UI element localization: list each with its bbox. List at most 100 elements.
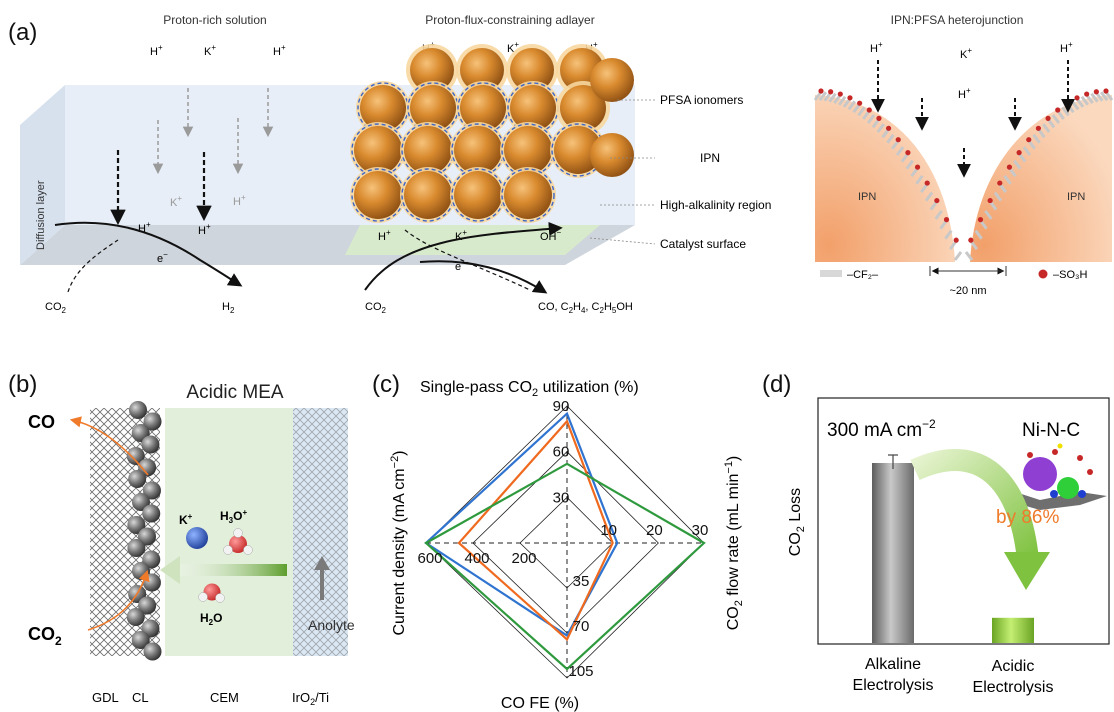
products-label: CO, C2H4, C2H5OH	[538, 301, 633, 315]
so3h-group	[987, 197, 993, 204]
panel-a-letter: (a)	[8, 19, 37, 46]
radar-tick-label: 200	[511, 550, 536, 567]
cf2-chain	[924, 191, 934, 202]
so3h-group	[1045, 115, 1051, 121]
ipn-left-particle	[815, 95, 955, 262]
cat-alkaline-2: Electrolysis	[853, 677, 934, 694]
so3h-group	[1093, 89, 1099, 95]
callout-pfsa: PFSA ionomers	[660, 93, 743, 107]
so3h-group	[857, 100, 863, 106]
h3o-molecule	[223, 528, 253, 555]
cf2-chain	[934, 210, 943, 220]
cf2-chain	[857, 106, 866, 117]
ipn-sphere	[410, 48, 454, 92]
radar-title: Single-pass CO2 utilization (%)	[420, 379, 639, 399]
h2-evolution-arrow	[54, 221, 243, 287]
cat-alkaline-1: Alkaline	[865, 656, 921, 673]
ipn-sphere	[360, 85, 406, 131]
ipn-label-right: IPN	[1067, 191, 1085, 203]
so3h-group	[837, 91, 843, 97]
cf2-chain	[1003, 175, 1012, 185]
so3h-group	[905, 150, 911, 156]
bar-ylabel: CO2 Loss	[787, 488, 807, 556]
so3h-group	[1035, 125, 1042, 131]
ion-h-faded: H+	[233, 193, 246, 208]
ipn-sphere	[460, 85, 506, 131]
ipn-label-left: IPN	[858, 191, 876, 203]
cf2-chain	[886, 133, 895, 144]
label-gdl: GDL	[92, 690, 119, 705]
iro2-ti-mesh	[293, 408, 348, 656]
co-label: CO	[28, 412, 55, 432]
radar-tick-label: 600	[417, 550, 442, 567]
label-cem: CEM	[210, 690, 239, 705]
ipn-sphere	[510, 85, 556, 131]
so3h-group	[924, 180, 930, 186]
slab-side-face	[20, 85, 65, 265]
ipn-sphere	[510, 48, 554, 92]
callout-catalyst: Catalyst surface	[660, 237, 746, 251]
ion-k-4: K+	[960, 46, 972, 61]
panel-d-letter: (d)	[762, 371, 791, 398]
reduction-arrow	[910, 449, 1039, 562]
so3h-group	[1055, 107, 1061, 113]
co-product-arrow	[419, 260, 548, 294]
so3h-group	[876, 115, 882, 121]
so3h-group	[943, 217, 950, 223]
so3h-group	[934, 197, 940, 204]
ion-h-9: H+	[1060, 40, 1073, 55]
so3h-group	[847, 95, 853, 101]
catalyst-particle	[126, 447, 145, 465]
so3h-group	[885, 125, 892, 131]
cf2-chain	[964, 251, 974, 261]
ion-h-2: H+	[273, 43, 286, 58]
cf2-chain	[974, 229, 983, 240]
panel-a: (a) Proton-rich solution Proton-flux-con…	[8, 13, 1114, 315]
oh-arrow	[364, 221, 563, 291]
catalyst-particle	[131, 631, 150, 649]
legend-distance: ~20 nm	[950, 285, 987, 297]
cf2-chain	[828, 92, 837, 103]
cem-layer	[165, 408, 293, 656]
reduction-label: by 86%	[996, 507, 1059, 528]
header-heterojunction: IPN:PFSA heterojunction	[891, 13, 1024, 27]
radar-tick-label: 30	[692, 522, 709, 539]
panel-b: (b) Acidic MEA CO CO2 Anolyte K+ H3O+	[8, 371, 355, 707]
h2o-label: H2O	[200, 611, 222, 627]
ipn-sphere	[554, 126, 602, 174]
so3h-group	[828, 89, 834, 95]
ipn-sphere	[404, 126, 452, 174]
ipn-sphere	[454, 171, 502, 219]
alkaline-region	[345, 225, 600, 255]
ipn-sphere	[504, 126, 552, 174]
radar-tick-label: 35	[573, 573, 590, 590]
cf2-chain	[1013, 159, 1022, 170]
radar-chart: 30 60 90 10 20 30 35 70 105 200 400 600	[417, 398, 708, 680]
ipn-sphere	[354, 171, 402, 219]
legend-so3h: –SO₃H	[1053, 269, 1087, 281]
co-out-arrow	[69, 416, 149, 476]
cat-acidic-2: Electrolysis	[973, 679, 1054, 696]
so3h-group	[866, 107, 872, 113]
catalyst-particle	[131, 493, 150, 511]
so3h-group	[818, 88, 824, 94]
callout-alkaline: High-alkalinity region	[660, 198, 771, 212]
proton-transport-arrow	[175, 564, 287, 576]
so3h-group	[895, 137, 901, 143]
radar-bottom-axis: CO FE (%)	[501, 695, 579, 712]
bars	[872, 454, 1034, 643]
bar	[872, 463, 914, 643]
panel-b-title: Acidic MEA	[186, 382, 283, 403]
so3h-group	[1074, 95, 1080, 101]
reduction-arrow-head	[1004, 552, 1050, 590]
radar-series	[424, 411, 619, 638]
co2-label: CO2	[28, 624, 62, 648]
cf2-chain	[818, 91, 828, 102]
header-adlayer: Proton-flux-constraining adlayer	[425, 13, 594, 27]
so3h-swatch	[1038, 269, 1048, 279]
cf2-chain	[1080, 95, 1090, 106]
cf2-chain	[953, 251, 963, 261]
so3h-group	[953, 237, 959, 243]
cf2-chain	[1099, 91, 1109, 102]
so3h-group	[1016, 150, 1022, 156]
